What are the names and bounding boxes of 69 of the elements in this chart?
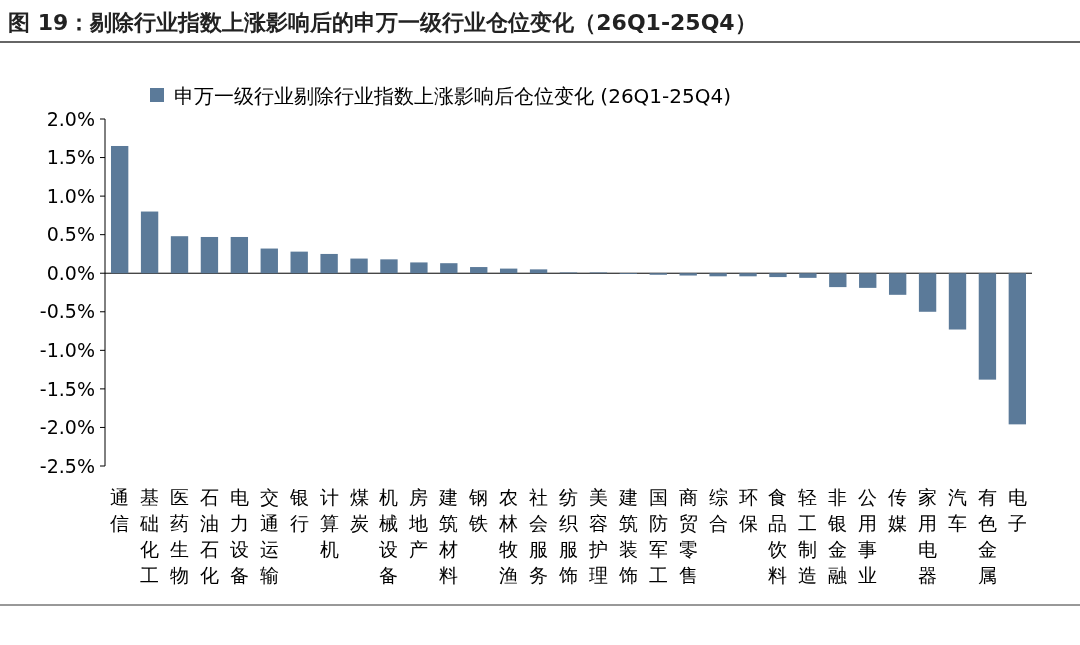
x-tick-label: 公用事业	[858, 486, 878, 586]
y-tick-label: 1.5%	[46, 146, 95, 169]
y-tick-label: -0.5%	[39, 300, 95, 323]
x-tick-label: 传媒	[888, 486, 908, 534]
bar	[1008, 273, 1027, 425]
bar	[529, 269, 548, 274]
bar	[290, 251, 308, 274]
bar	[410, 262, 428, 274]
bar	[470, 267, 488, 274]
x-tick-label: 农林牧渔	[498, 486, 519, 586]
bar	[918, 273, 937, 312]
bar	[769, 273, 787, 278]
bar	[859, 273, 877, 288]
x-tick-label: 钢铁	[468, 486, 489, 534]
legend-label: 申万一级行业剔除行业指数上涨影响后仓位变化 (26Q1-25Q4)	[174, 84, 732, 108]
x-tick-label: 综合	[708, 486, 728, 534]
bar	[260, 248, 278, 274]
y-tick-label: -1.5%	[39, 377, 95, 400]
x-tick-label: 汽车	[947, 486, 967, 534]
bar	[350, 258, 368, 274]
x-tick-label: 环保	[738, 486, 758, 534]
x-tick-label: 通信	[110, 486, 130, 534]
x-tick-label: 房地产	[408, 486, 429, 560]
x-tick-label: 国防军工	[648, 486, 668, 586]
bar	[230, 236, 249, 274]
x-tick-label: 美容护理	[587, 486, 608, 586]
bar	[948, 273, 967, 330]
x-tick-label: 石油石化	[199, 486, 219, 586]
x-tick-label: 交通运输	[259, 486, 279, 586]
bar	[110, 145, 129, 274]
x-tick-label: 有色金属	[977, 486, 997, 586]
x-tick-label: 家用电器	[918, 486, 938, 586]
y-tick-label: 0.0%	[46, 261, 95, 284]
x-tick-label: 煤炭	[349, 486, 369, 534]
x-tick-label: 非银金融	[827, 486, 848, 586]
x-tick-label: 机械设备	[379, 486, 399, 586]
y-tick-label: -2.5%	[39, 454, 95, 477]
x-tick-label: 电子	[1007, 486, 1027, 534]
x-tick-label: 电力设备	[229, 486, 249, 586]
bar	[799, 273, 817, 278]
y-tick-label: -1.0%	[39, 338, 95, 361]
chart-title: 图 19：剔除行业指数上涨影响后的申万一级行业仓位变化（26Q1-25Q4）	[8, 10, 757, 35]
x-tick-label: 基础化工	[139, 486, 160, 586]
x-tick-label: 食品饮料	[767, 486, 788, 586]
bar	[440, 263, 458, 274]
y-tick-label: -2.0%	[39, 416, 95, 439]
bar	[200, 236, 219, 274]
bar	[888, 273, 907, 295]
y-tick-label: 0.5%	[46, 223, 95, 246]
bar	[709, 273, 727, 277]
x-tick-label: 建筑材料	[438, 486, 459, 586]
bar	[140, 211, 159, 274]
x-tick-label: 轻工制造	[798, 486, 818, 586]
bar	[380, 259, 398, 274]
x-tick-label: 银行	[288, 486, 309, 534]
bar	[170, 236, 189, 274]
x-tick-label: 计算机	[319, 486, 339, 560]
x-tick-label: 建筑装饰	[617, 486, 638, 586]
x-tick-label: 纺织服饰	[558, 486, 578, 586]
bar	[739, 273, 757, 277]
x-tick-label: 社会服务	[529, 486, 549, 586]
bar	[829, 273, 847, 288]
x-tick-label: 商贸零售	[678, 486, 698, 586]
x-tick-label: 医药生物	[170, 486, 190, 586]
bar	[320, 253, 338, 274]
bar	[978, 273, 997, 380]
y-tick-label: 1.0%	[46, 184, 95, 207]
y-tick-label: 2.0%	[46, 107, 95, 130]
bar	[679, 273, 697, 276]
